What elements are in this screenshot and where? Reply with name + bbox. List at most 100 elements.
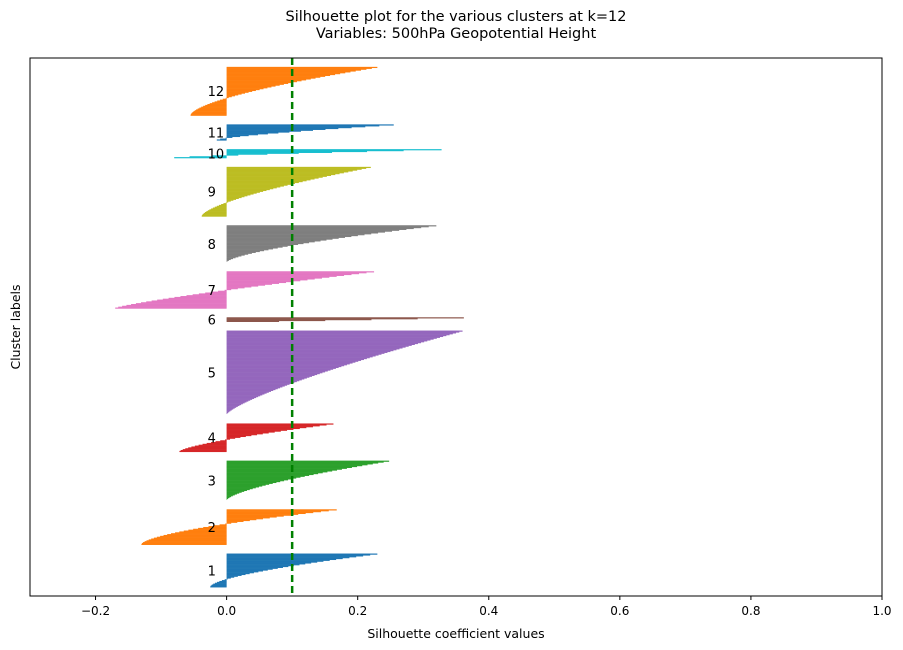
- x-axis-label: Silhouette coefficient values: [367, 626, 544, 641]
- silhouette-sample-bar: [226, 87, 268, 89]
- silhouette-sample-bar: [226, 74, 331, 76]
- silhouette-sample-bar: [226, 515, 284, 517]
- silhouette-sample-bar: [226, 319, 372, 321]
- silhouette-sample-bar: [226, 201, 229, 203]
- silhouette-sample-bar: [226, 467, 347, 469]
- silhouette-sample-bar: [226, 401, 247, 403]
- silhouette-sample-bar: [226, 274, 345, 276]
- silhouette-sample-bar: [226, 477, 297, 479]
- cluster-label: 7: [208, 284, 216, 299]
- silhouette-sample-bar: [226, 317, 464, 319]
- silhouette-sample-bar: [226, 175, 327, 177]
- silhouette-sample-bar: [191, 112, 227, 115]
- silhouette-sample-bar: [226, 252, 252, 254]
- silhouette-sample-bar: [226, 288, 238, 290]
- silhouette-sample-bar: [226, 470, 333, 472]
- silhouette-sample-bar: [226, 124, 394, 126]
- silhouette-sample-bar: [209, 209, 227, 211]
- silhouette-sample-bar: [226, 373, 318, 376]
- silhouette-sample-bar: [226, 66, 378, 69]
- silhouette-sample-bar: [226, 562, 312, 564]
- silhouette-sample-bar: [226, 133, 268, 135]
- cluster-6-silhouette: [226, 317, 464, 322]
- silhouette-sample-bar: [226, 279, 308, 281]
- silhouette-sample-bar: [226, 396, 259, 398]
- silhouette-sample-bar: [226, 375, 312, 377]
- silhouette-sample-bar: [226, 82, 289, 84]
- cluster-label: 5: [208, 367, 216, 382]
- silhouette-sample-bar: [226, 278, 315, 280]
- silhouette-sample-bar: [226, 355, 376, 357]
- silhouette-sample-bar: [226, 227, 422, 229]
- silhouette-sample-bar: [226, 394, 263, 396]
- silhouette-sample-bar: [226, 337, 437, 339]
- silhouette-sample-bar: [131, 303, 227, 306]
- cluster-label: 11: [208, 126, 225, 141]
- silhouette-sample-bar: [226, 273, 352, 276]
- silhouette-sample-bar: [226, 566, 283, 568]
- silhouette-sample-bar: [135, 303, 227, 305]
- silhouette-sample-bar: [226, 384, 288, 386]
- silhouette-sample-bar: [226, 560, 324, 562]
- silhouette-sample-bar: [226, 411, 229, 414]
- silhouette-sample-bar: [226, 96, 232, 98]
- silhouette-sample-bar: [226, 494, 235, 496]
- silhouette-sample-bar: [211, 584, 227, 586]
- silhouette-sample-bar: [194, 445, 227, 447]
- silhouette-sample-bar: [226, 404, 240, 407]
- silhouette-sample-bar: [226, 93, 242, 95]
- silhouette-sample-bar: [219, 580, 227, 583]
- silhouette-sample-bar: [221, 204, 227, 206]
- silhouette-sample-bar: [226, 96, 229, 99]
- silhouette-sample-bar: [226, 188, 274, 190]
- silhouette-sample-bar: [226, 464, 368, 466]
- silhouette-sample-bar: [226, 241, 315, 243]
- silhouette-sample-bar: [148, 539, 227, 541]
- silhouette-sample-bar: [226, 379, 302, 381]
- silhouette-sample-bar: [226, 85, 276, 87]
- silhouette-sample-bar: [226, 196, 245, 198]
- silhouette-sample-bar: [226, 286, 252, 288]
- silhouette-sample-bar: [226, 341, 425, 343]
- silhouette-sample-bar: [226, 576, 235, 578]
- silhouette-sample-bar: [226, 242, 310, 244]
- silhouette-sample-bar: [226, 572, 250, 575]
- silhouette-sample-bar: [226, 517, 270, 519]
- silhouette-sample-bar: [226, 393, 265, 395]
- silhouette-sample-bar: [226, 428, 294, 430]
- silhouette-sample-bar: [226, 390, 271, 392]
- silhouette-sample-bar: [226, 192, 257, 194]
- silhouette-sample-bar: [193, 111, 227, 113]
- silhouette-sample-bar: [226, 167, 367, 169]
- silhouette-sample-bar: [226, 349, 397, 351]
- silhouette-sample-bar: [226, 343, 415, 345]
- silhouette-sample-bar: [226, 564, 300, 566]
- silhouette-sample-bar: [226, 397, 255, 399]
- silhouette-sample-bar: [226, 176, 323, 178]
- chart-title: Silhouette plot for the various clusters…: [285, 9, 626, 25]
- silhouette-sample-bar: [226, 226, 429, 228]
- silhouette-sample-bar: [226, 80, 302, 82]
- silhouette-sample-bar: [226, 287, 245, 289]
- plot-frame: [29, 57, 883, 597]
- silhouette-sample-bar: [226, 466, 352, 468]
- silhouette-sample-bar: [226, 578, 228, 580]
- silhouette-sample-bar: [226, 357, 370, 359]
- silhouette-sample-bar: [144, 541, 227, 543]
- silhouette-sample-bar: [199, 107, 227, 109]
- silhouette-sample-bar: [226, 79, 307, 81]
- silhouette-sample-bar: [226, 372, 323, 374]
- silhouette-sample-bar: [226, 183, 292, 185]
- silhouette-sample-bar: [226, 368, 334, 370]
- silhouette-sample-bar: [196, 109, 227, 111]
- silhouette-sample-bar: [226, 426, 307, 429]
- silhouette-sample-bar: [226, 180, 307, 182]
- cluster-label: 3: [208, 475, 216, 490]
- silhouette-sample-bar: [191, 446, 227, 448]
- silhouette-sample-bar: [203, 526, 227, 529]
- silhouette-sample-bar: [226, 497, 229, 499]
- silhouette-sample-bar: [226, 166, 371, 169]
- silhouette-sample-bar: [226, 90, 253, 92]
- silhouette-sample-bar: [226, 257, 234, 260]
